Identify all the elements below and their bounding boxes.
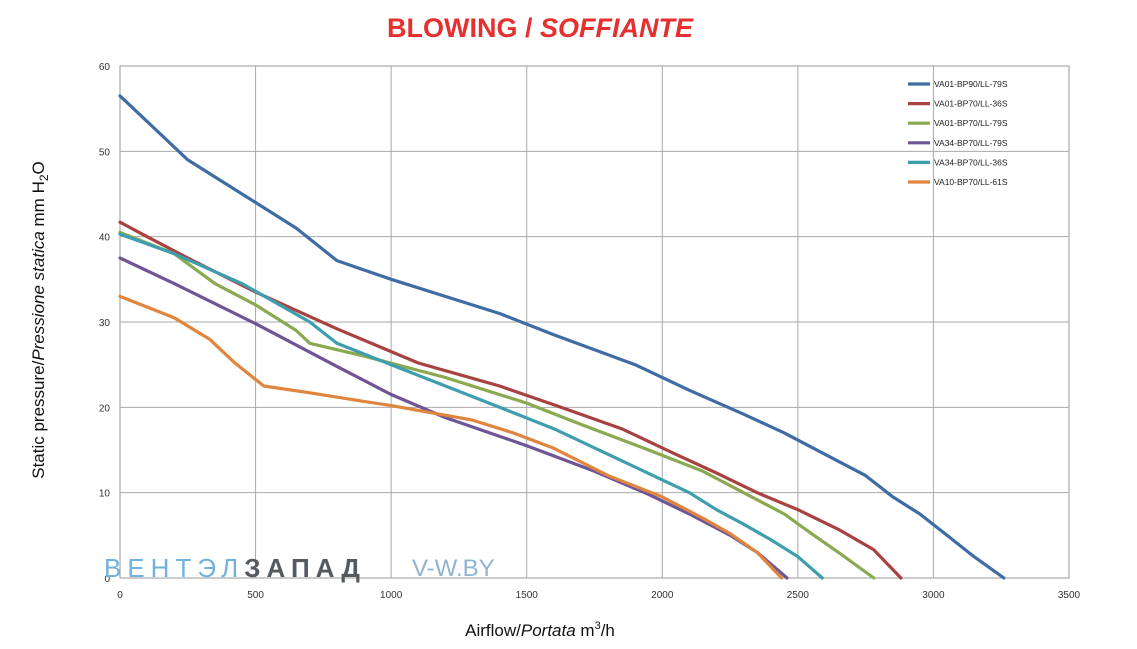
x-axis-title-tail: /h: [601, 621, 615, 640]
x-tick-label: 0: [117, 590, 123, 601]
y-axis-title-main: Static pressure/: [29, 360, 48, 478]
y-tick-label: 40: [99, 233, 111, 244]
x-tick-label: 3500: [1058, 590, 1081, 601]
chart-title-italic: SOFFIANTE: [540, 13, 694, 43]
legend: VA01-BP90/LL-79S VA01-BP70/LL-36S VA01-BP7…: [908, 79, 1008, 187]
legend-label-5: VA34-BP70/LL-36S: [934, 157, 1008, 167]
x-axis-title-main: Airflow/: [465, 621, 521, 640]
series-line-6: [118, 294, 784, 580]
chart-title: BLOWING / SOFFIANTE: [387, 13, 694, 43]
y-tick-label: 50: [99, 147, 111, 158]
series-line-2: [118, 220, 903, 580]
y-axis-title: Static pressure/Pressione statica mm H2O: [29, 161, 51, 479]
y-tick-label: 20: [99, 403, 111, 414]
watermark: ВЕНТЭЛЗАПАД V-W.BY: [104, 553, 495, 583]
svg-text:ВЕНТЭЛЗАПАД: ВЕНТЭЛЗАПАД: [104, 553, 366, 583]
watermark-part2: ЗАПАД: [244, 553, 366, 583]
x-tick-label: 2500: [787, 590, 810, 601]
x-axis-title-superscript: 3: [595, 620, 601, 632]
x-axis-title: Airflow/Portata m3/h: [465, 620, 615, 640]
y-tick-label: 10: [99, 489, 111, 500]
series-line-5: [118, 232, 824, 580]
x-tick-label: 500: [247, 590, 264, 601]
grid: [119, 65, 1070, 579]
series-line-3: [118, 230, 876, 580]
y-axis-title-unit: mm H: [29, 181, 48, 231]
watermark-site: V-W.BY: [412, 555, 495, 582]
x-tick-label: 1500: [516, 590, 539, 601]
x-tick-label: 1000: [380, 590, 403, 601]
series-lines: [118, 94, 1006, 580]
tick-labels: 0 500 1000 1500 2000 2500 3000 3500 0 10 20 30 40 50 6…: [99, 62, 1081, 601]
y-axis-title-tail: O: [29, 161, 48, 174]
y-tick-label: 60: [99, 62, 111, 73]
y-axis-title-italic: Pressione statica: [29, 231, 48, 360]
legend-label-6: VA10-BP70/LL-61S: [934, 177, 1008, 187]
chart-title-main: BLOWING /: [387, 13, 540, 43]
legend-label-4: VA34-BP70/LL-79S: [934, 138, 1008, 148]
legend-label-3: VA01-BP70/LL-79S: [934, 118, 1008, 128]
legend-label-1: VA01-BP90/LL-79S: [934, 79, 1008, 89]
watermark-part1: ВЕНТЭЛ: [104, 553, 244, 583]
y-tick-label: 30: [99, 318, 111, 329]
y-axis-title-subscript: 2: [37, 174, 51, 181]
series-line-1: [118, 94, 1006, 580]
x-tick-label: 2000: [651, 590, 674, 601]
x-axis-title-italic: Portata: [521, 621, 576, 640]
x-tick-label: 3000: [922, 590, 945, 601]
legend-label-2: VA01-BP70/LL-36S: [934, 99, 1008, 109]
y-tick-label: 0: [104, 574, 110, 585]
x-axis-title-unit: m: [576, 621, 595, 640]
